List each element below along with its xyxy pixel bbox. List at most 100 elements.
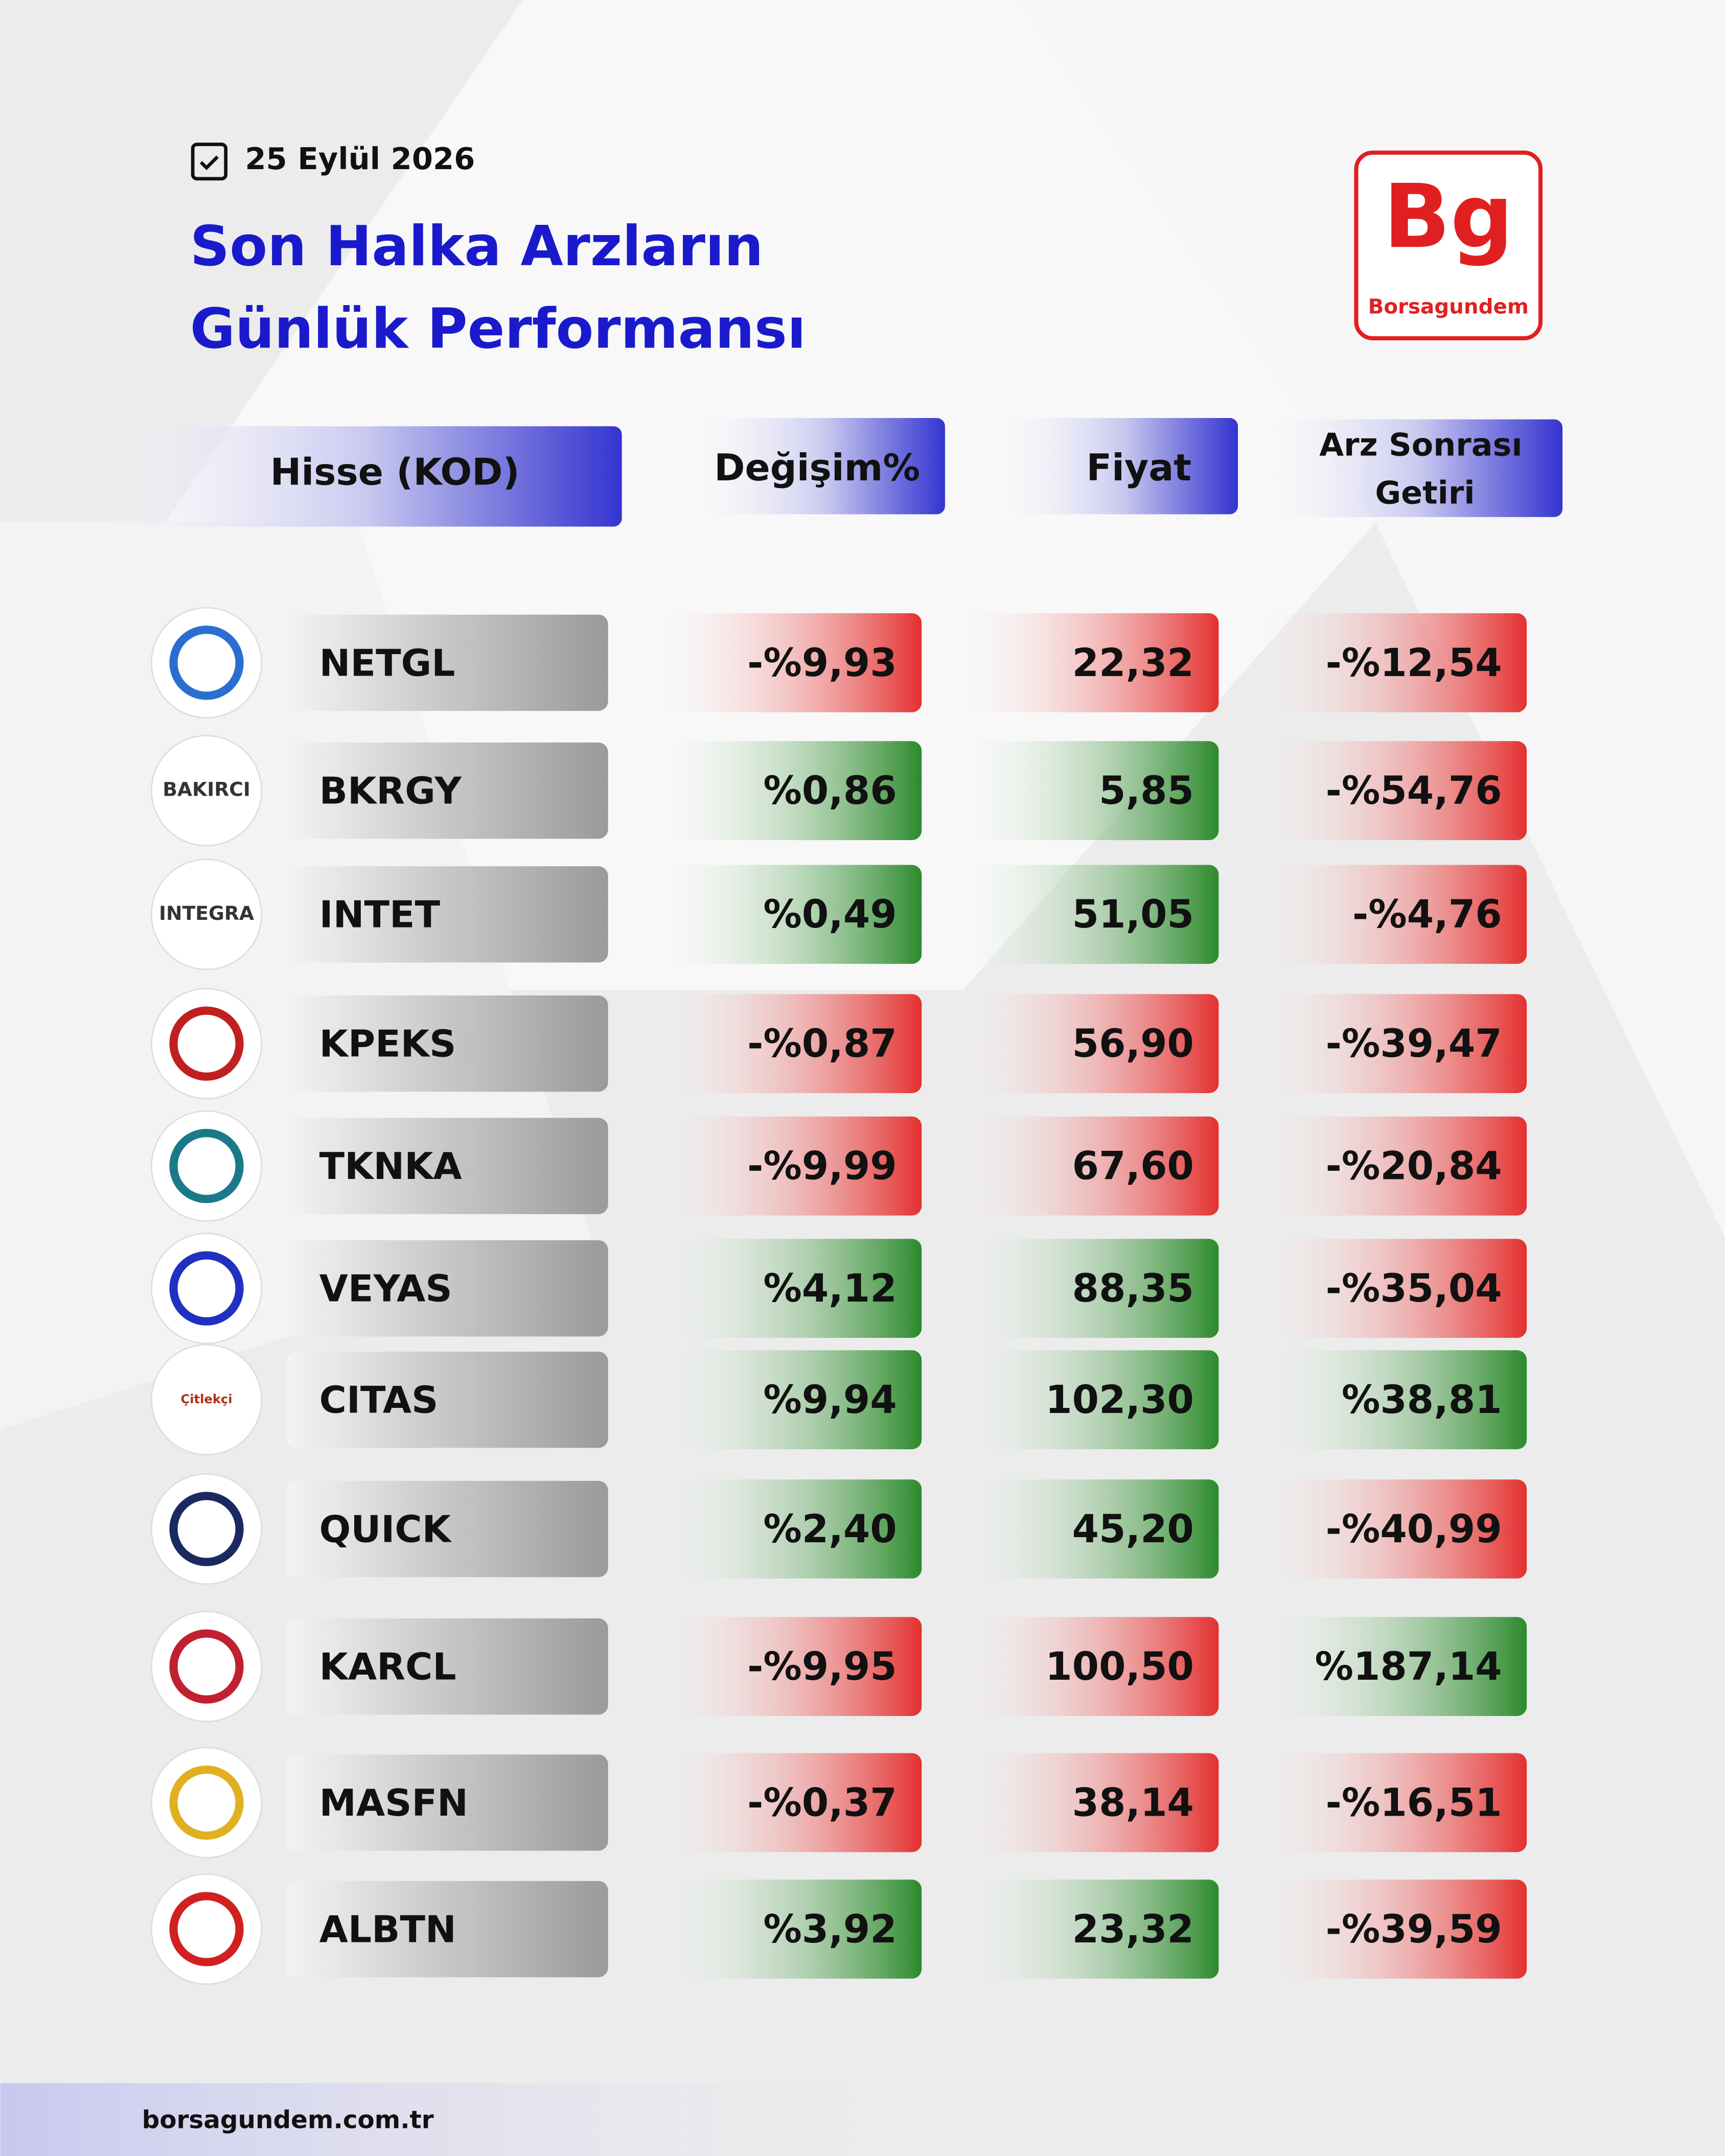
change-cell (647, 613, 922, 712)
return-cell (1245, 1880, 1527, 1979)
code-cell (286, 866, 608, 963)
price-value: 23,32 (1072, 1907, 1194, 1952)
price-cell (949, 1617, 1219, 1716)
stock-code: TKNKA (319, 1145, 462, 1188)
return-value: -%39,47 (1326, 1021, 1502, 1066)
return-value: -%39,59 (1326, 1907, 1502, 1952)
change-cell (647, 1479, 922, 1579)
code-cell (286, 995, 608, 1092)
change-cell (647, 1239, 922, 1338)
change-value: -%9,99 (747, 1144, 897, 1189)
column-header: Fiyat (1087, 447, 1192, 490)
change-value: %9,94 (763, 1377, 896, 1422)
stock-code: KARCL (319, 1646, 456, 1689)
stock-logo (151, 988, 263, 1100)
price-value: 5,85 (1099, 768, 1194, 813)
return-cell (1245, 994, 1527, 1094)
price-value: 22,32 (1072, 640, 1194, 685)
stock-logo (151, 1110, 263, 1222)
column-header: Getiri (1375, 475, 1475, 512)
code-cell (286, 742, 608, 839)
logo-text: BAKIRCI (163, 778, 250, 801)
stock-logo (151, 1747, 263, 1859)
code-cell (286, 1881, 608, 1978)
change-cell (647, 1753, 922, 1852)
price-value: 38,14 (1072, 1780, 1194, 1825)
price-cell (949, 1239, 1219, 1338)
price-value: 56,90 (1072, 1021, 1194, 1066)
stock-code: QUICK (319, 1508, 452, 1551)
code-cell (286, 614, 608, 711)
return-cell (1245, 1617, 1527, 1716)
column-header: Hisse (KOD) (270, 451, 520, 494)
brand-logo (1354, 150, 1543, 340)
price-cell (949, 994, 1219, 1094)
logo-emblem (169, 1765, 244, 1840)
change-value: -%9,95 (747, 1644, 897, 1689)
change-value: %4,12 (763, 1266, 896, 1311)
logo-text: Çitlekçi (180, 1392, 232, 1406)
header-cell (681, 418, 945, 515)
price-value: 67,60 (1072, 1144, 1194, 1189)
logo-emblem (169, 1892, 244, 1966)
change-cell (647, 1617, 922, 1716)
price-value: 51,05 (1072, 892, 1194, 937)
change-value: -%0,87 (747, 1021, 897, 1066)
price-cell (949, 1479, 1219, 1579)
change-cell (647, 1350, 922, 1449)
footer-band (0, 2083, 1725, 2156)
return-value: -%54,76 (1326, 768, 1502, 813)
price-cell (949, 1350, 1219, 1449)
stock-logo (151, 1344, 263, 1456)
logo-emblem (169, 1006, 244, 1081)
return-cell (1245, 1116, 1527, 1216)
logo-emblem (169, 625, 244, 700)
change-value: -%0,37 (747, 1780, 897, 1825)
price-value: 100,50 (1045, 1644, 1194, 1689)
change-cell (647, 865, 922, 964)
return-value: %187,14 (1315, 1644, 1502, 1689)
stock-code: KPEKS (319, 1023, 456, 1066)
code-cell (286, 1351, 608, 1448)
price-cell (949, 865, 1219, 964)
header-cell (983, 418, 1238, 515)
stock-logo (151, 607, 263, 718)
brand-name: Borsagundem (1368, 295, 1529, 319)
footer-url: borsagundem.com.tr (142, 2106, 434, 2135)
price-cell (949, 741, 1219, 841)
price-value: 45,20 (1072, 1506, 1194, 1551)
code-cell (286, 1240, 608, 1337)
return-cell (1245, 1239, 1527, 1338)
code-cell (286, 1118, 608, 1214)
change-cell (647, 1116, 922, 1216)
change-cell (647, 1880, 922, 1979)
stock-logo (151, 1873, 263, 1985)
stock-code: NETGL (319, 642, 455, 685)
date: 25 Eylül 2026 (245, 141, 475, 176)
stock-logo (151, 1611, 263, 1723)
price-cell (949, 1880, 1219, 1979)
return-value: -%12,54 (1326, 640, 1502, 685)
return-value: -%40,99 (1326, 1506, 1502, 1551)
stock-logo (151, 1473, 263, 1585)
code-cell (286, 1618, 608, 1715)
calendar-icon (191, 143, 228, 181)
return-value: %38,81 (1342, 1377, 1502, 1422)
return-value: -%20,84 (1326, 1144, 1502, 1189)
logo-emblem (169, 1129, 244, 1203)
column-header: Değişim% (714, 447, 920, 490)
stock-code: MASFN (319, 1782, 468, 1825)
calendar-check (199, 155, 219, 171)
change-value: %0,49 (763, 892, 896, 937)
logo-emblem (169, 1492, 244, 1566)
stock-code: ALBTN (319, 1908, 456, 1951)
change-value: %2,40 (763, 1506, 896, 1551)
stock-code: INTET (319, 894, 441, 937)
stock-code: CITAS (319, 1379, 439, 1422)
change-value: -%9,93 (747, 640, 897, 685)
stock-logo (151, 859, 263, 970)
logo-emblem (169, 1629, 244, 1704)
return-cell (1245, 741, 1527, 841)
